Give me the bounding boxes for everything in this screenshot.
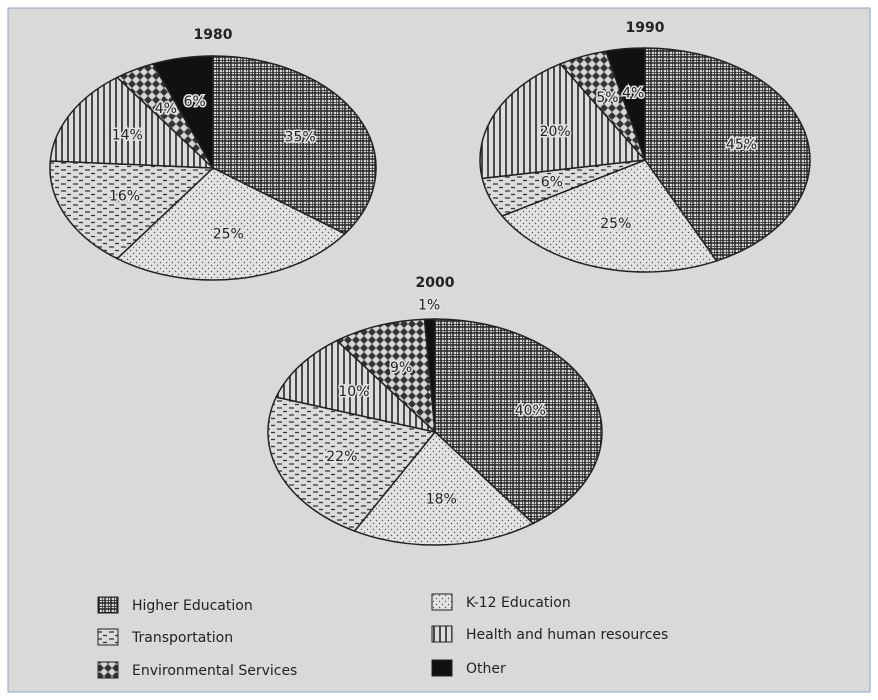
pie-slice <box>275 339 438 434</box>
slice-label: 9% <box>390 360 412 376</box>
slice-label: 1% <box>418 298 440 314</box>
pie-slice <box>353 430 535 546</box>
legend-swatch <box>431 659 453 677</box>
pie-slice <box>49 76 215 169</box>
legend-label: Health and human resources <box>466 627 668 643</box>
pie-slice <box>604 47 646 161</box>
slice-label: 35% <box>285 129 316 145</box>
slice-label: 25% <box>600 216 631 232</box>
pie-slice <box>212 55 377 235</box>
pie-slice <box>267 396 437 532</box>
pie-slice <box>479 62 647 180</box>
pie-slice <box>644 47 811 262</box>
pie-slice <box>115 167 347 281</box>
slice-label: 16% <box>109 189 140 205</box>
legend-swatch <box>97 628 119 646</box>
pie-slice <box>151 55 214 171</box>
slice-label: 22% <box>326 449 357 465</box>
pie-slice <box>423 318 436 433</box>
legend-label: Environmental Services <box>132 663 297 679</box>
pie-slice <box>434 318 603 525</box>
legend-swatch <box>97 596 119 614</box>
slice-label: 4% <box>155 101 177 117</box>
pie-slice <box>500 159 718 273</box>
legend-label: K-12 Education <box>466 595 571 611</box>
chart-title: 2000 <box>416 275 455 291</box>
slice-label: 10% <box>338 384 369 400</box>
slice-label: 40% <box>515 403 546 419</box>
legend-label: Other <box>466 661 506 677</box>
chart-title: 1980 <box>194 27 233 43</box>
slice-label: 14% <box>112 128 143 144</box>
slice-label: 6% <box>184 94 206 110</box>
slice-label: 5% <box>596 90 618 106</box>
slice-label: 18% <box>426 492 457 508</box>
slice-label: 20% <box>540 124 571 140</box>
slice-label: 45% <box>726 137 757 153</box>
pie-slice <box>335 318 436 434</box>
legend-label: Higher Education <box>132 598 253 614</box>
chart-title: 1990 <box>626 20 665 36</box>
legend-swatch <box>431 625 453 643</box>
slice-label: 4% <box>622 85 644 101</box>
slice-label: 25% <box>213 226 244 242</box>
legend: Higher Education K-12 Education Transpor… <box>97 593 668 679</box>
pie-slice <box>49 160 215 260</box>
legend-label: Transportation <box>131 630 233 646</box>
slice-label: 6% <box>541 175 563 191</box>
legend-swatch <box>431 593 453 611</box>
legend-swatch <box>97 661 119 679</box>
